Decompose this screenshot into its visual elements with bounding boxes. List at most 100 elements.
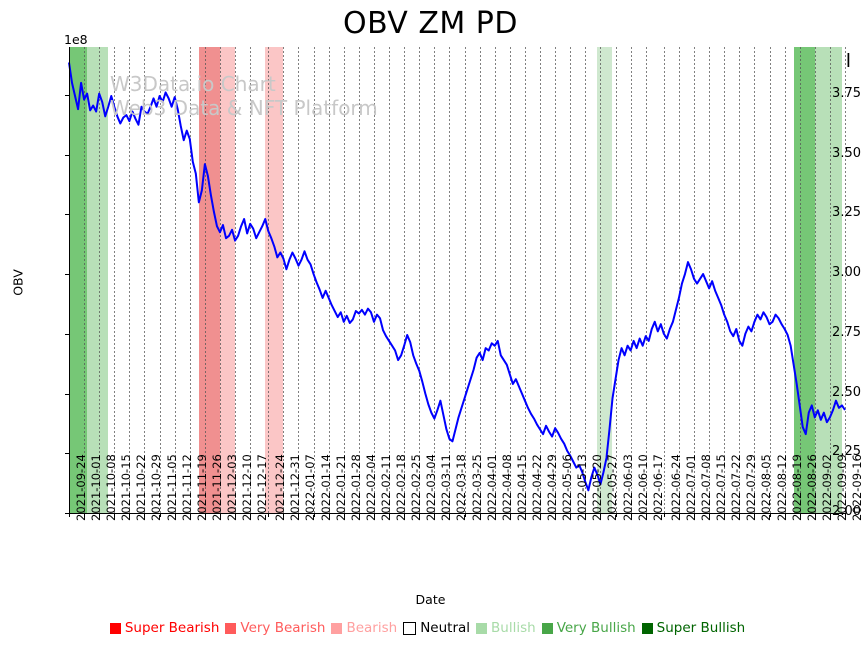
legend-item[interactable]: Super Bearish — [109, 620, 220, 636]
gridline-vertical — [434, 47, 435, 513]
x-tick-mark — [770, 513, 771, 517]
x-axis-label: Date — [415, 592, 446, 607]
x-tick-label: 2022-06-17 — [651, 454, 665, 521]
gridline-vertical — [480, 47, 481, 513]
x-tick-mark — [465, 513, 466, 517]
gridline-vertical — [585, 47, 586, 513]
chart-title: OBV ZM PD — [343, 6, 518, 41]
x-tick-label: 2022-06-10 — [636, 454, 650, 521]
legend-item[interactable]: Super Bullish — [641, 620, 745, 636]
legend-item[interactable]: Neutral — [403, 620, 470, 636]
legend-swatch — [109, 622, 121, 634]
gridline-vertical — [616, 47, 617, 513]
gridline-vertical — [525, 47, 526, 513]
x-tick-mark — [160, 513, 161, 517]
gridline-vertical — [679, 47, 680, 513]
x-tick-mark — [220, 513, 221, 517]
signal-legend: Super Bearish Very Bearish Bearish Neutral B… — [0, 620, 861, 636]
x-tick-label: 2022-08-19 — [790, 454, 804, 521]
legend-label: Super Bearish — [124, 620, 220, 636]
y-axis-spine — [69, 47, 70, 513]
legend-swatch — [476, 622, 488, 634]
gridline-vertical — [495, 47, 496, 513]
x-tick-label: 2022-01-07 — [303, 454, 317, 521]
gridline-vertical — [235, 47, 236, 513]
x-tick-label: 2022-08-12 — [775, 454, 789, 521]
x-tick-label: 2022-09-09 — [835, 454, 849, 521]
gridline-vertical — [830, 47, 831, 513]
legend-swatch — [225, 622, 237, 634]
gridline-vertical — [160, 47, 161, 513]
x-tick-label: 2022-08-26 — [805, 454, 819, 521]
x-tick-label: 2022-07-29 — [744, 454, 758, 521]
x-tick-mark — [449, 513, 450, 517]
gridline-vertical — [845, 47, 846, 513]
x-tick-mark — [114, 513, 115, 517]
x-tick-label: 2022-04-01 — [485, 454, 499, 521]
watermark-line-1: W3Data.io Chart — [110, 72, 276, 96]
x-tick-label: 2021-10-08 — [104, 454, 118, 521]
gridline-vertical — [114, 47, 115, 513]
gridline-vertical — [815, 47, 816, 513]
legend-item[interactable]: Bearish — [331, 620, 397, 636]
x-tick-label: 2022-01-28 — [349, 454, 363, 521]
x-tick-label: 2022-03-11 — [439, 454, 453, 521]
y-tick-label: 3.00 — [832, 265, 861, 281]
x-tick-mark — [329, 513, 330, 517]
x-tick-mark — [434, 513, 435, 517]
x-tick-mark — [646, 513, 647, 517]
x-tick-mark — [129, 513, 130, 517]
gridline-vertical — [344, 47, 345, 513]
x-tick-label: 2021-12-03 — [225, 454, 239, 521]
x-tick-label: 2022-04-22 — [530, 454, 544, 521]
signal-band — [219, 47, 236, 513]
gridline-vertical — [99, 47, 100, 513]
gridline-vertical — [664, 47, 665, 513]
x-tick-mark — [250, 513, 251, 517]
x-tick-mark — [739, 513, 740, 517]
gridline-vertical — [510, 47, 511, 513]
x-tick-mark — [144, 513, 145, 517]
gridline-vertical — [785, 47, 786, 513]
x-tick-label: 2021-12-17 — [255, 454, 269, 521]
x-tick-label: 2021-11-12 — [180, 454, 194, 521]
legend-label: Neutral — [420, 620, 471, 636]
x-tick-mark — [359, 513, 360, 517]
legend-item[interactable]: Bullish — [476, 620, 536, 636]
x-axis-spine — [69, 513, 845, 514]
signal-band — [597, 47, 613, 513]
y-tick-mark — [65, 393, 70, 395]
x-tick-label: 2022-09-02 — [820, 454, 834, 521]
x-tick-mark — [84, 513, 85, 517]
x-tick-label: 2022-09-16 — [850, 454, 861, 521]
x-tick-label: 2022-05-27 — [605, 454, 619, 521]
y-tick-mark — [65, 453, 70, 455]
obv-line-series — [68, 62, 846, 492]
x-tick-label: 2022-02-18 — [394, 454, 408, 521]
gridline-vertical — [404, 47, 405, 513]
gridline-vertical — [800, 47, 801, 513]
legend-swatch — [331, 622, 343, 634]
gridline-vertical — [84, 47, 85, 513]
x-tick-mark — [845, 513, 846, 517]
y-axis-label: OBV — [10, 269, 26, 296]
gridline-vertical — [374, 47, 375, 513]
x-tick-mark — [298, 513, 299, 517]
gridline-vertical — [770, 47, 771, 513]
x-tick-mark — [495, 513, 496, 517]
x-tick-label: 2022-04-15 — [515, 454, 529, 521]
x-tick-mark — [510, 513, 511, 517]
x-tick-mark — [785, 513, 786, 517]
legend-item[interactable]: Very Bearish — [225, 620, 325, 636]
legend-swatch — [541, 622, 553, 634]
x-tick-mark — [679, 513, 680, 517]
x-tick-mark — [283, 513, 284, 517]
y-tick-mark — [65, 274, 70, 276]
x-tick-mark — [616, 513, 617, 517]
y-tick-label: 2.50 — [832, 384, 861, 400]
x-tick-label: 2022-07-01 — [684, 454, 698, 521]
legend-label: Very Bearish — [240, 620, 326, 636]
legend-item[interactable]: Very Bullish — [541, 620, 636, 636]
y-tick-label: 2.25 — [832, 444, 861, 460]
x-tick-label: 2022-01-14 — [319, 454, 333, 521]
